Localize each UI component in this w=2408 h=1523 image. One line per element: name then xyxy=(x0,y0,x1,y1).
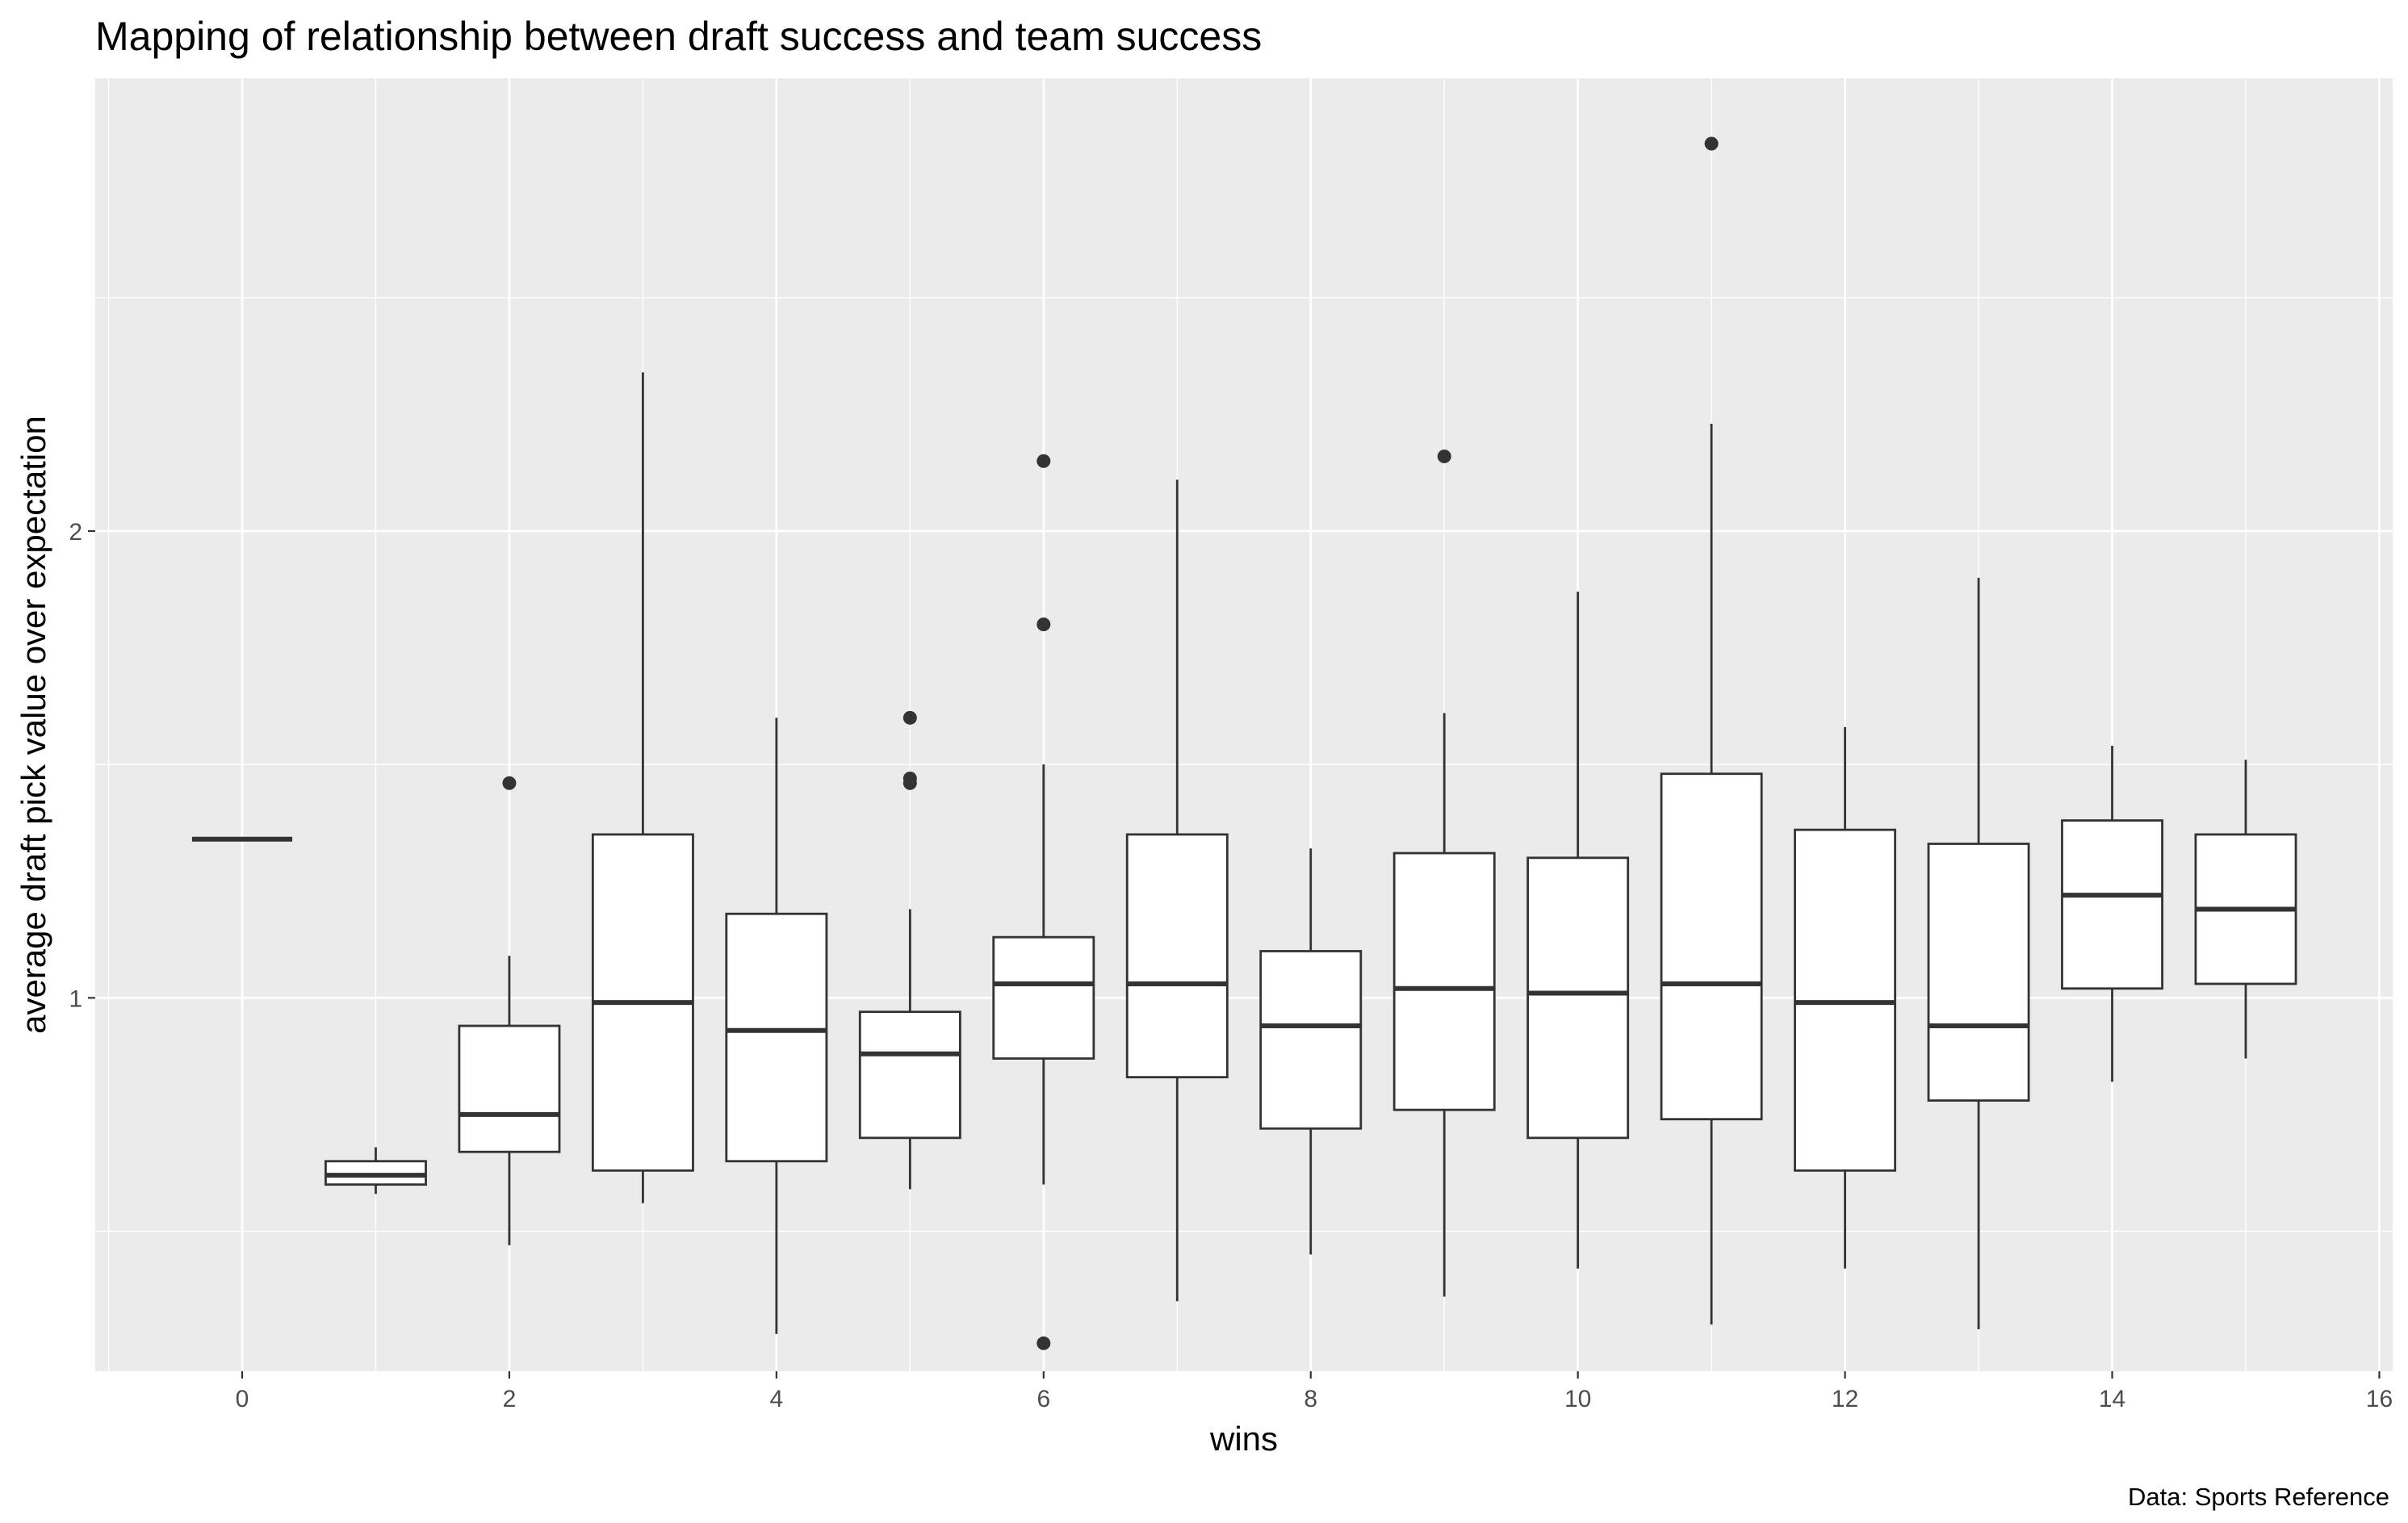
plot-panel xyxy=(95,78,2393,1371)
x-tick-label: 16 xyxy=(2366,1386,2393,1412)
box-wins-13 xyxy=(1927,577,2030,1329)
box-wins-6 xyxy=(992,454,1095,1350)
outlier-point xyxy=(1036,454,1051,468)
box-series xyxy=(191,136,2297,1350)
outlier-point xyxy=(502,776,517,790)
box-iqr xyxy=(1125,833,1229,1079)
x-tick-label: 6 xyxy=(1036,1386,1050,1412)
y-axis: 12 xyxy=(69,519,95,1012)
box-iqr xyxy=(1526,856,1630,1140)
x-tick-label: 2 xyxy=(503,1386,517,1412)
outlier-point xyxy=(1036,617,1051,632)
box-wins-10 xyxy=(1526,592,1630,1269)
y-tick-label: 1 xyxy=(69,985,82,1012)
box-wins-3 xyxy=(591,372,694,1203)
x-tick-label: 12 xyxy=(1832,1386,1858,1412)
box-iqr xyxy=(1927,843,2030,1102)
data-source-caption: Data: Sports Reference xyxy=(2128,1483,2389,1511)
outlier-point xyxy=(1437,449,1451,463)
box-wins-14 xyxy=(2061,746,2163,1082)
y-axis-title: average draft pick value over expectatio… xyxy=(15,416,52,1034)
box-iqr xyxy=(725,912,828,1163)
x-tick-label: 4 xyxy=(770,1386,784,1412)
x-axis: 0 2 4 6 8 10 12 14 16 xyxy=(236,1371,2393,1412)
box-iqr xyxy=(1392,851,1496,1111)
box-iqr xyxy=(1259,950,1363,1130)
chart-title: Mapping of relationship between draft su… xyxy=(95,14,1262,59)
outlier-point xyxy=(1704,136,1719,151)
x-tick-label: 0 xyxy=(236,1386,249,1412)
box-iqr xyxy=(1660,772,1763,1121)
outlier-point xyxy=(902,710,917,725)
box-wins-8 xyxy=(1259,848,1363,1255)
box-wins-2 xyxy=(458,776,561,1245)
box-wins-9 xyxy=(1392,449,1496,1297)
box-wins-15 xyxy=(2194,759,2297,1059)
x-tick-label: 10 xyxy=(1564,1386,1591,1412)
box-wins-11 xyxy=(1660,136,1763,1325)
x-tick-label: 8 xyxy=(1304,1386,1317,1412)
box-wins-12 xyxy=(1794,726,1897,1269)
outlier-point xyxy=(902,776,917,790)
box-wins-5 xyxy=(858,710,961,1190)
box-iqr xyxy=(858,1010,961,1140)
box-iqr xyxy=(458,1024,561,1153)
box-wins-1 xyxy=(325,1147,427,1195)
box-iqr xyxy=(992,935,1095,1060)
box-wins-7 xyxy=(1125,479,1229,1302)
outlier-point xyxy=(1036,1336,1051,1350)
box-wins-4 xyxy=(725,718,828,1334)
x-tick-label: 14 xyxy=(2099,1386,2125,1412)
box-iqr xyxy=(2061,819,2163,990)
x-axis-title: wins xyxy=(1209,1420,1278,1458)
y-tick-label: 2 xyxy=(69,519,82,546)
